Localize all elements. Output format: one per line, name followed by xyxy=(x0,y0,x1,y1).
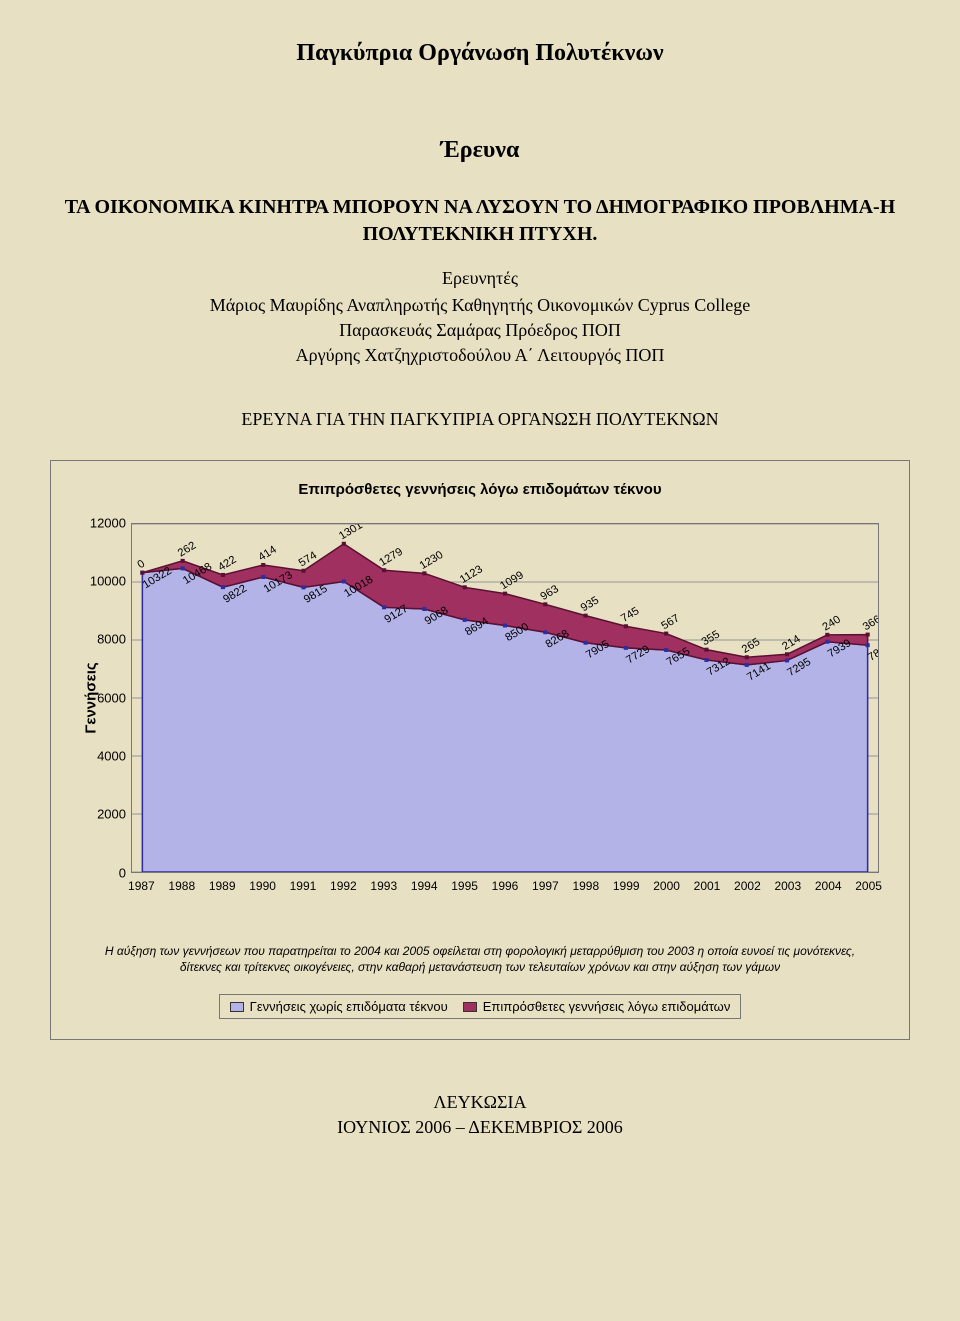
x-tick: 2002 xyxy=(734,879,761,893)
y-tick: 10000 xyxy=(81,573,126,588)
x-tick: 1994 xyxy=(411,879,438,893)
legend-label-base: Γεννήσεις χωρίς επιδόματα τέκνου xyxy=(250,999,448,1014)
svg-text:745: 745 xyxy=(619,605,642,625)
x-tick: 1988 xyxy=(168,879,195,893)
chart-legend: Γεννήσεις χωρίς επιδόματα τέκνου Επιπρόσ… xyxy=(219,994,742,1019)
x-tick: 1995 xyxy=(451,879,478,893)
x-tick: 1993 xyxy=(370,879,397,893)
y-tick: 2000 xyxy=(81,807,126,822)
plot-wrap: Γεννήσεις 103221046898221017398151001891… xyxy=(131,523,879,873)
page-footer: ΛΕΥΚΩΣΙΑ ΙΟΥΝΙΟΣ 2006 – ΔΕΚΕΜΒΡΙΟΣ 2006 xyxy=(50,1090,910,1140)
chart-area: Γεννήσεις 103221046898221017398151001891… xyxy=(71,523,889,923)
svg-text:0: 0 xyxy=(135,558,147,571)
page-subtitle: ΤΑ ΟΙΚΟΝΟΜΙΚΑ ΚΙΝΗΤΡΑ ΜΠΟΡΟΥΝ ΝΑ ΛΥΣΟΥΝ … xyxy=(50,194,910,248)
footer-date-range: ΙΟΥΝΙΟΣ 2006 – ΔΕΚΕΜΒΡΙΟΣ 2006 xyxy=(50,1115,910,1140)
x-tick: 1990 xyxy=(249,879,276,893)
legend-swatch-extra xyxy=(463,1002,477,1012)
x-tick: 2003 xyxy=(774,879,801,893)
x-tick: 1999 xyxy=(613,879,640,893)
svg-text:240: 240 xyxy=(820,613,843,633)
svg-text:1301: 1301 xyxy=(337,524,365,542)
svg-text:963: 963 xyxy=(538,583,561,603)
chart-caption: Η αύξηση των γεννήσεων που παρατηρείται … xyxy=(96,943,864,977)
x-tick: 2001 xyxy=(694,879,721,893)
svg-text:1099: 1099 xyxy=(498,569,526,592)
org-title: Παγκύπρια Οργάνωση Πολυτέκνων xyxy=(50,40,910,67)
y-tick: 12000 xyxy=(81,515,126,530)
svg-text:1230: 1230 xyxy=(417,549,445,572)
svg-text:567: 567 xyxy=(659,612,682,632)
x-tick: 2005 xyxy=(855,879,882,893)
legend-swatch-base xyxy=(230,1002,244,1012)
survey-heading: ΕΡΕΥΝΑ ΓΙΑ ΤΗΝ ΠΑΓΚΥΠΡΙΑ ΟΡΓΑΝΩΣΗ ΠΟΛΥΤΕ… xyxy=(50,409,910,430)
page: Παγκύπρια Οργάνωση Πολυτέκνων Έρευνα ΤΑ … xyxy=(0,0,960,1201)
x-tick: 1989 xyxy=(209,879,236,893)
researchers-list: Μάριος Μαυρίδης Αναπληρωτής Καθηγητής Οι… xyxy=(50,293,910,369)
research-label: Έρευνα xyxy=(50,137,910,164)
legend-label-extra: Επιπρόσθετες γεννήσεις λόγω επιδομάτων xyxy=(483,999,731,1014)
y-tick: 6000 xyxy=(81,690,126,705)
x-tick: 1997 xyxy=(532,879,559,893)
svg-text:366: 366 xyxy=(861,613,878,633)
y-tick: 0 xyxy=(81,865,126,880)
researchers-label: Ερευνητές xyxy=(50,268,910,289)
area-chart-svg: 1032210468982210173981510018912790688694… xyxy=(132,524,878,872)
svg-text:265: 265 xyxy=(740,636,763,656)
legend-item-extra: Επιπρόσθετες γεννήσεις λόγω επιδομάτων xyxy=(463,999,731,1014)
x-tick: 1996 xyxy=(492,879,519,893)
svg-text:1279: 1279 xyxy=(377,545,405,568)
svg-text:935: 935 xyxy=(579,594,602,614)
svg-text:422: 422 xyxy=(216,553,239,573)
x-tick: 1992 xyxy=(330,879,357,893)
svg-text:262: 262 xyxy=(176,539,199,559)
x-tick: 2000 xyxy=(653,879,680,893)
y-tick: 4000 xyxy=(81,748,126,763)
legend-item-base: Γεννήσεις χωρίς επιδόματα τέκνου xyxy=(230,999,448,1014)
chart-frame: Επιπρόσθετες γεννήσεις λόγω επιδομάτων τ… xyxy=(50,460,910,1041)
svg-text:414: 414 xyxy=(256,543,279,563)
plot-inner: 1032210468982210173981510018912790688694… xyxy=(131,523,879,873)
footer-city: ΛΕΥΚΩΣΙΑ xyxy=(50,1090,910,1115)
chart-title: Επιπρόσθετες γεννήσεις λόγω επιδομάτων τ… xyxy=(71,481,889,498)
x-tick: 1987 xyxy=(128,879,155,893)
svg-text:355: 355 xyxy=(700,628,723,648)
x-tick: 1998 xyxy=(572,879,599,893)
x-tick: 2004 xyxy=(815,879,842,893)
x-tick: 1991 xyxy=(290,879,317,893)
y-tick: 8000 xyxy=(81,632,126,647)
